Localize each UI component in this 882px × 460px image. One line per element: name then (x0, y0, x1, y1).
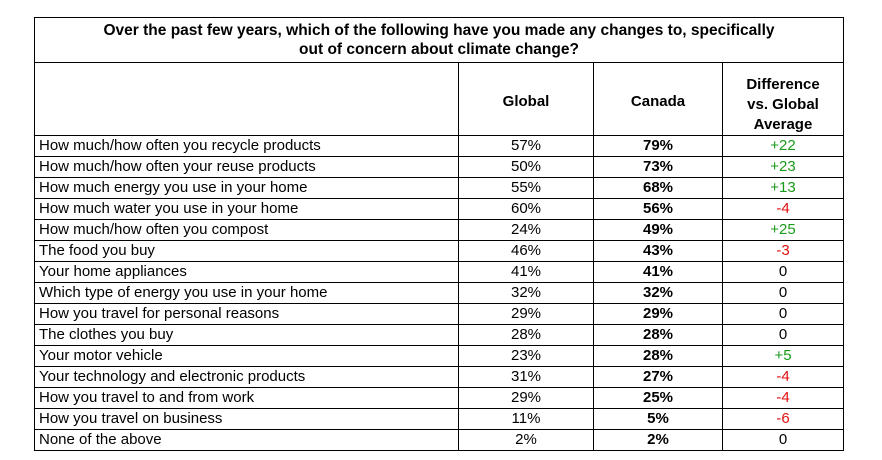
global-value: 55% (458, 177, 594, 199)
global-value: 28% (458, 324, 594, 346)
row-label: How much/how often you recycle products (34, 135, 459, 157)
difference-value: +23 (722, 156, 844, 178)
difference-value: -4 (722, 198, 844, 220)
global-value: 32% (458, 282, 594, 304)
difference-value: -4 (722, 387, 844, 409)
header-difference: Difference vs. Global Average (722, 62, 844, 136)
global-value: 29% (458, 387, 594, 409)
table-row: Your motor vehicle 23% 28% +5 (34, 345, 844, 367)
survey-table: Over the past few years, which of the fo… (34, 17, 844, 451)
canada-value: 27% (593, 366, 723, 388)
header-canada: Canada (593, 62, 723, 136)
row-label: Your motor vehicle (34, 345, 459, 367)
global-value: 57% (458, 135, 594, 157)
difference-value: 0 (722, 261, 844, 283)
global-value: 46% (458, 240, 594, 262)
table-row: How much/how often you compost 24% 49% +25 (34, 219, 844, 241)
canada-value: 56% (593, 198, 723, 220)
table-row: None of the above 2% 2% 0 (34, 429, 844, 451)
difference-value: +22 (722, 135, 844, 157)
row-label: Your home appliances (34, 261, 459, 283)
row-label: How you travel for personal reasons (34, 303, 459, 325)
canada-value: 49% (593, 219, 723, 241)
global-value: 2% (458, 429, 594, 451)
global-value: 24% (458, 219, 594, 241)
table-body: How much/how often you recycle products 5… (34, 135, 844, 451)
row-label: How much water you use in your home (34, 198, 459, 220)
global-value: 60% (458, 198, 594, 220)
global-value: 50% (458, 156, 594, 178)
table-row: How you travel to and from work 29% 25% -4 (34, 387, 844, 409)
header-global: Global (458, 62, 594, 136)
table-row: Your home appliances 41% 41% 0 (34, 261, 844, 283)
row-label: How much energy you use in your home (34, 177, 459, 199)
difference-value: 0 (722, 429, 844, 451)
table-row: Your technology and electronic products 3… (34, 366, 844, 388)
table-row: How much water you use in your home 60% 56… (34, 198, 844, 220)
canada-value: 32% (593, 282, 723, 304)
difference-value: 0 (722, 324, 844, 346)
difference-value: -6 (722, 408, 844, 430)
canada-value: 43% (593, 240, 723, 262)
canada-value: 79% (593, 135, 723, 157)
table-row: How you travel for personal reasons 29% 29… (34, 303, 844, 325)
table-row: How much energy you use in your home 55% 6… (34, 177, 844, 199)
row-label: The clothes you buy (34, 324, 459, 346)
difference-value: 0 (722, 282, 844, 304)
table-row: How much/how often you recycle products 5… (34, 135, 844, 157)
global-value: 11% (458, 408, 594, 430)
global-value: 29% (458, 303, 594, 325)
header-difference-line-2: vs. Global (747, 96, 819, 113)
row-label: Which type of energy you use in your hom… (34, 282, 459, 304)
difference-value: +25 (722, 219, 844, 241)
row-label: How much/how often your reuse products (34, 156, 459, 178)
global-value: 31% (458, 366, 594, 388)
canada-value: 28% (593, 345, 723, 367)
table-row: Which type of energy you use in your hom… (34, 282, 844, 304)
canada-value: 41% (593, 261, 723, 283)
header-difference-line-1: Difference (746, 76, 820, 93)
difference-value: 0 (722, 303, 844, 325)
canada-value: 2% (593, 429, 723, 451)
row-label: None of the above (34, 429, 459, 451)
difference-value: +5 (722, 345, 844, 367)
table-row: How much/how often your reuse products 50… (34, 156, 844, 178)
row-label: The food you buy (34, 240, 459, 262)
canada-value: 29% (593, 303, 723, 325)
global-value: 41% (458, 261, 594, 283)
row-label: How you travel to and from work (34, 387, 459, 409)
table-title-line-2: out of concern about climate change? (299, 41, 579, 58)
table-row: The clothes you buy 28% 28% 0 (34, 324, 844, 346)
header-empty (34, 62, 459, 136)
difference-value: -4 (722, 366, 844, 388)
row-label: Your technology and electronic products (34, 366, 459, 388)
row-label: How much/how often you compost (34, 219, 459, 241)
canada-value: 5% (593, 408, 723, 430)
canada-value: 25% (593, 387, 723, 409)
table-title-line-1: Over the past few years, which of the fo… (103, 22, 775, 39)
row-label: How you travel on business (34, 408, 459, 430)
table-title: Over the past few years, which of the fo… (34, 17, 844, 63)
canada-value: 73% (593, 156, 723, 178)
difference-value: +13 (722, 177, 844, 199)
table-row: How you travel on business 11% 5% -6 (34, 408, 844, 430)
header-difference-line-3: Average (753, 116, 813, 133)
canada-value: 68% (593, 177, 723, 199)
global-value: 23% (458, 345, 594, 367)
table-row: The food you buy 46% 43% -3 (34, 240, 844, 262)
canada-value: 28% (593, 324, 723, 346)
difference-value: -3 (722, 240, 844, 262)
survey-table-container: Over the past few years, which of the fo… (34, 17, 844, 451)
